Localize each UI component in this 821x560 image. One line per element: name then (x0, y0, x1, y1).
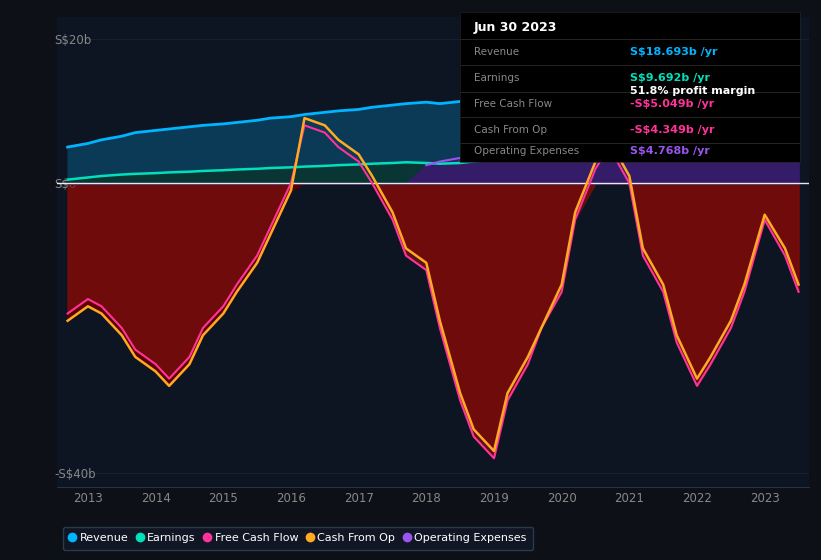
Text: Jun 30 2023: Jun 30 2023 (474, 21, 557, 34)
Text: S$18.693b /yr: S$18.693b /yr (630, 46, 718, 57)
Legend: Revenue, Earnings, Free Cash Flow, Cash From Op, Operating Expenses: Revenue, Earnings, Free Cash Flow, Cash … (63, 526, 533, 550)
Text: -S$5.049b /yr: -S$5.049b /yr (630, 99, 714, 109)
Text: Revenue: Revenue (474, 46, 519, 57)
Text: -S$4.349b /yr: -S$4.349b /yr (630, 125, 714, 135)
Text: Operating Expenses: Operating Expenses (474, 147, 579, 156)
Text: 51.8% profit margin: 51.8% profit margin (630, 86, 755, 96)
Text: S$9.692b /yr: S$9.692b /yr (630, 73, 710, 83)
Text: Free Cash Flow: Free Cash Flow (474, 99, 552, 109)
Text: Earnings: Earnings (474, 73, 519, 83)
Text: Cash From Op: Cash From Op (474, 125, 547, 135)
Text: S$4.768b /yr: S$4.768b /yr (630, 147, 710, 156)
